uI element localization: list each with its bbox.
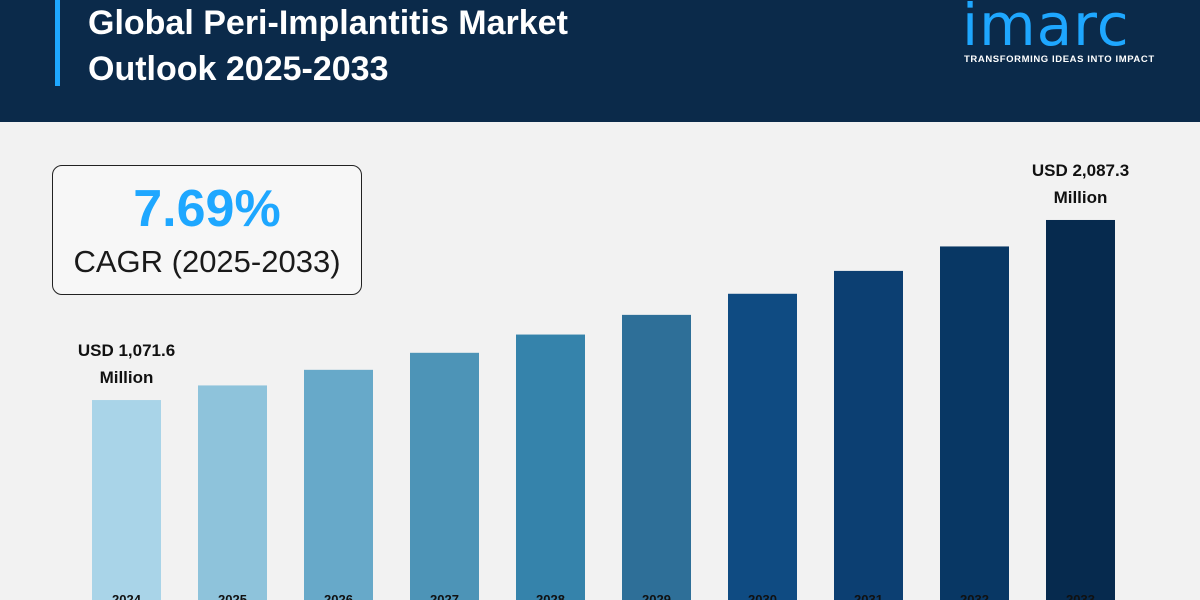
- title-line-2: Outlook 2025-2033: [88, 50, 389, 88]
- bar-2029: [622, 314, 691, 600]
- x-tick-2026: 2026: [324, 592, 353, 600]
- bar-2028: [516, 334, 585, 600]
- page-title: Global Peri-Implantitis Market Outlook 2…: [88, 0, 848, 92]
- bar-2030: [728, 293, 797, 600]
- x-tick-2028: 2028: [536, 592, 565, 600]
- x-tick-2029: 2029: [642, 592, 671, 600]
- bar-2031: [834, 270, 903, 600]
- title-line-1: Global Peri-Implantitis Market: [88, 4, 568, 42]
- x-tick-2027: 2027: [430, 592, 459, 600]
- bar-chart: 2024 2025 2026 2027 2028 2029 2030 2031 2032 2033…: [78, 161, 1129, 600]
- x-tick-2025: 2025: [218, 592, 247, 600]
- x-tick-2033: 2033: [1066, 592, 1095, 600]
- data-label-2024-line1: USD 1,071.6: [78, 341, 175, 360]
- x-tick-2032: 2032: [960, 592, 989, 600]
- header-accent-bar: [55, 0, 60, 86]
- data-label-2033-line2: Million: [1054, 188, 1108, 207]
- bar-2026: [304, 369, 373, 600]
- bar-2033: [1046, 219, 1115, 600]
- data-label-2033-line1: USD 2,087.3: [1032, 161, 1129, 180]
- data-label-2024-line2: Million: [100, 368, 154, 387]
- x-tick-2030: 2030: [748, 592, 777, 600]
- cagr-box: 7.69% CAGR (2025-2033): [52, 165, 362, 295]
- bar-2025: [198, 385, 267, 600]
- bar-2024: [92, 400, 161, 600]
- x-tick-2024: 2024: [112, 592, 142, 600]
- bar-2027: [410, 352, 479, 600]
- cagr-value: 7.69%: [133, 180, 281, 238]
- logo-tagline: TRANSFORMING IDEAS INTO IMPACT: [964, 54, 1155, 65]
- x-tick-2031: 2031: [854, 592, 883, 600]
- bar-2032: [940, 246, 1009, 600]
- logo-wordmark: imarc: [962, 0, 1130, 59]
- header-banner: Global Peri-Implantitis Market Outlook 2…: [0, 0, 1200, 122]
- imarc-logo: imarc TRANSFORMING IDEAS INTO IMPACT: [962, 0, 1177, 70]
- cagr-label: CAGR (2025-2033): [73, 244, 341, 279]
